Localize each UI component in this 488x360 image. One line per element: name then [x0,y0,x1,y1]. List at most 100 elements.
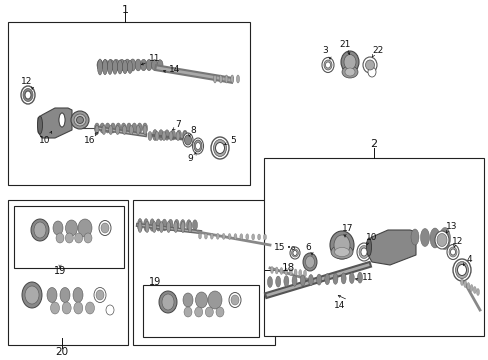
Ellipse shape [157,60,163,70]
Ellipse shape [25,286,39,304]
Ellipse shape [38,116,42,134]
Ellipse shape [240,234,243,240]
Ellipse shape [105,123,110,133]
Ellipse shape [341,273,346,284]
Ellipse shape [101,223,109,233]
Ellipse shape [162,294,174,310]
Ellipse shape [136,126,140,135]
Ellipse shape [207,291,222,309]
Ellipse shape [222,233,224,239]
Ellipse shape [73,288,83,302]
Text: 7: 7 [175,120,181,129]
Text: 19: 19 [148,277,161,287]
Ellipse shape [332,273,337,284]
Ellipse shape [298,270,301,276]
Ellipse shape [122,126,126,135]
Ellipse shape [340,51,358,73]
Ellipse shape [457,265,466,275]
Ellipse shape [108,126,112,135]
Ellipse shape [106,305,114,315]
Bar [133,200,274,345]
Ellipse shape [96,290,104,300]
Ellipse shape [151,60,157,71]
Ellipse shape [129,59,136,71]
Ellipse shape [219,75,222,83]
Ellipse shape [119,59,124,71]
Ellipse shape [22,282,42,308]
Ellipse shape [341,66,357,78]
Ellipse shape [152,130,157,140]
Ellipse shape [159,221,163,233]
Ellipse shape [291,249,298,257]
Ellipse shape [475,288,479,296]
Ellipse shape [448,247,456,257]
Ellipse shape [410,229,418,245]
Ellipse shape [127,60,132,73]
Ellipse shape [112,60,117,74]
Ellipse shape [21,86,35,104]
Ellipse shape [205,307,213,317]
Ellipse shape [148,131,152,140]
Text: 12: 12 [451,238,463,247]
Ellipse shape [162,219,166,231]
Ellipse shape [348,273,354,284]
Ellipse shape [107,59,112,75]
Ellipse shape [321,58,333,72]
Ellipse shape [204,233,207,239]
Ellipse shape [102,60,108,70]
Ellipse shape [99,220,111,235]
Ellipse shape [195,292,207,308]
Text: 6: 6 [305,243,310,252]
Polygon shape [38,108,72,138]
Text: 14: 14 [334,301,345,310]
Text: 10: 10 [366,234,377,243]
Ellipse shape [275,267,278,274]
Ellipse shape [170,130,175,140]
Text: 14: 14 [169,64,181,73]
Ellipse shape [267,276,272,288]
Ellipse shape [305,256,314,268]
Ellipse shape [75,233,82,243]
Ellipse shape [293,269,297,276]
Ellipse shape [135,59,141,71]
Ellipse shape [198,233,201,239]
Ellipse shape [279,267,283,275]
Ellipse shape [152,221,156,233]
Ellipse shape [126,123,131,133]
Ellipse shape [162,131,165,140]
Ellipse shape [439,228,449,249]
Ellipse shape [74,302,82,314]
Ellipse shape [216,307,224,317]
Ellipse shape [141,59,146,71]
Ellipse shape [300,275,305,286]
Ellipse shape [429,228,439,248]
Ellipse shape [65,233,73,243]
Ellipse shape [76,117,83,123]
Ellipse shape [215,143,224,153]
Ellipse shape [34,222,46,238]
Ellipse shape [65,220,77,236]
Text: 17: 17 [342,224,353,233]
Text: 21: 21 [339,40,350,49]
Ellipse shape [308,275,313,285]
Ellipse shape [324,60,331,70]
Ellipse shape [289,269,292,275]
Ellipse shape [303,253,316,271]
Ellipse shape [228,292,241,307]
Ellipse shape [210,233,213,239]
Ellipse shape [94,123,99,133]
Text: 22: 22 [372,45,383,54]
Ellipse shape [183,307,192,317]
Text: 16: 16 [84,135,96,144]
Ellipse shape [284,268,287,275]
Ellipse shape [113,59,119,71]
Ellipse shape [94,288,106,302]
Ellipse shape [446,244,458,260]
Ellipse shape [283,276,288,287]
Ellipse shape [356,243,370,261]
Ellipse shape [47,288,57,302]
Ellipse shape [116,123,121,133]
Bar [8,200,128,345]
Ellipse shape [343,54,355,69]
Ellipse shape [325,62,330,68]
